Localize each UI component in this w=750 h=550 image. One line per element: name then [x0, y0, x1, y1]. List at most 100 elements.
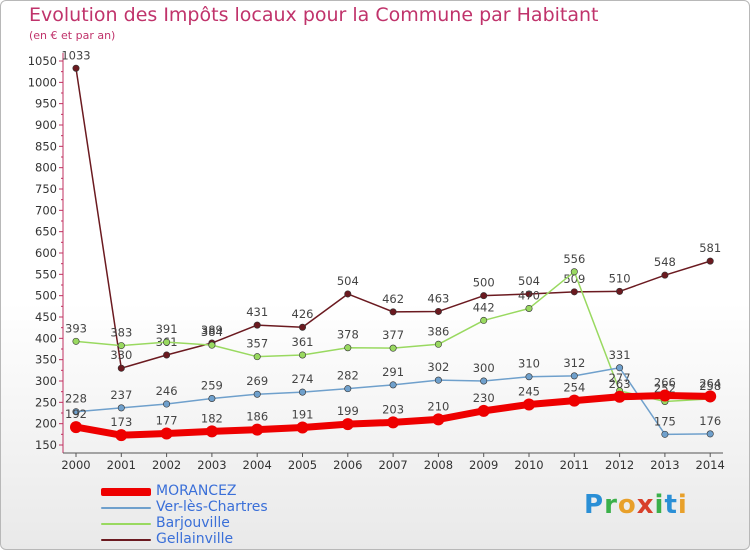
data-label-ver-les-chartres: 246	[156, 384, 178, 398]
y-tick-label: 950	[35, 97, 57, 111]
y-tick-label: 450	[35, 310, 57, 324]
y-tick-label: 400	[35, 331, 57, 345]
x-tick-label: 2004	[243, 458, 272, 472]
data-point-ver-les-chartres	[163, 400, 171, 408]
x-tick-label: 2002	[152, 458, 181, 472]
data-label-barjouville: 391	[156, 322, 178, 336]
data-point-barjouville	[434, 340, 442, 348]
x-tick-label: 2008	[424, 458, 453, 472]
proxiti-logo: Proxiti	[584, 490, 688, 520]
y-tick-label: 650	[35, 225, 57, 239]
legend-label-gellainville: Gellainville	[156, 531, 234, 547]
data-point-gellainville	[72, 64, 80, 72]
x-tick-label: 2001	[107, 458, 136, 472]
data-point-barjouville	[525, 304, 533, 312]
data-label-ver-les-chartres: 331	[609, 348, 631, 362]
data-label-gellainville: 548	[654, 255, 676, 269]
data-label-gellainville: 500	[473, 276, 495, 290]
data-label-barjouville: 377	[382, 328, 404, 342]
data-point-ver-les-chartres	[72, 408, 80, 416]
legend-swatch-morancez	[101, 488, 151, 496]
y-tick-label: 700	[35, 203, 57, 217]
data-label-morancez: 266	[654, 376, 676, 390]
data-label-barjouville: 383	[110, 326, 132, 340]
data-label-ver-les-chartres: 282	[337, 369, 359, 383]
y-tick-label: 850	[35, 139, 57, 153]
data-point-barjouville	[208, 341, 216, 349]
chart-subtitle: (en € et par an)	[29, 29, 116, 42]
data-point-ver-les-chartres	[434, 376, 442, 384]
data-point-ver-les-chartres	[344, 385, 352, 393]
data-label-morancez: 230	[473, 391, 495, 405]
data-point-gellainville	[253, 321, 261, 329]
data-label-barjouville: 393	[65, 321, 87, 335]
data-label-gellainville: 330	[110, 348, 132, 362]
data-label-barjouville: 378	[337, 328, 359, 342]
y-tick-label: 300	[35, 374, 57, 388]
data-point-barjouville	[163, 338, 171, 346]
x-tick-label: 2009	[469, 458, 498, 472]
data-point-ver-les-chartres	[570, 372, 578, 380]
data-point-morancez	[115, 429, 128, 442]
data-point-gellainville	[344, 290, 352, 298]
y-tick-label: 550	[35, 267, 57, 281]
legend-swatch-ver-les-chartres	[101, 507, 151, 509]
data-label-morancez: 191	[292, 408, 314, 422]
legend-item-barjouville: Barjouville	[101, 515, 401, 533]
data-point-ver-les-chartres	[389, 381, 397, 389]
data-point-ver-les-chartres	[616, 364, 624, 372]
data-label-morancez: 182	[201, 411, 223, 425]
y-tick-label: 250	[35, 395, 57, 409]
data-label-barjouville: 384	[201, 325, 223, 339]
y-tick-label: 750	[35, 182, 57, 196]
data-label-gellainville: 463	[427, 291, 449, 305]
data-point-gellainville	[706, 257, 714, 265]
data-point-gellainville	[434, 307, 442, 315]
x-tick-label: 2005	[288, 458, 317, 472]
legend-item-ver-les-chartres: Ver-lès-Chartres	[101, 499, 401, 517]
data-label-barjouville: 277	[609, 371, 631, 385]
data-point-barjouville	[570, 268, 578, 276]
data-label-ver-les-chartres: 300	[473, 361, 495, 375]
data-point-barjouville	[298, 351, 306, 359]
data-label-ver-les-chartres: 312	[563, 356, 585, 370]
data-point-gellainville	[480, 292, 488, 300]
data-label-barjouville: 258	[699, 379, 721, 393]
x-tick-label: 2010	[514, 458, 543, 472]
data-point-morancez	[387, 416, 400, 429]
data-point-morancez	[70, 421, 82, 434]
data-label-barjouville: 357	[246, 337, 268, 351]
data-point-gellainville	[163, 351, 171, 359]
data-label-morancez: 254	[563, 381, 585, 395]
x-tick-label: 2012	[605, 458, 634, 472]
data-point-gellainville	[661, 271, 669, 279]
data-point-morancez	[704, 390, 717, 403]
data-point-morancez	[477, 404, 490, 417]
data-label-barjouville: 386	[427, 324, 449, 338]
data-point-barjouville	[253, 353, 261, 361]
data-label-gellainville: 426	[292, 307, 314, 321]
x-tick-label: 2013	[650, 458, 679, 472]
data-point-gellainville	[117, 364, 125, 372]
y-tick-label: 600	[35, 246, 57, 260]
data-label-morancez: 263	[609, 377, 631, 391]
legend-item-gellainville: Gellainville	[101, 531, 401, 549]
data-point-barjouville	[344, 344, 352, 352]
data-label-gellainville: 431	[246, 305, 268, 319]
data-point-morancez	[205, 425, 218, 438]
data-point-ver-les-chartres	[208, 394, 216, 402]
data-label-barjouville: 556	[563, 252, 585, 266]
data-label-gellainville: 581	[699, 241, 721, 255]
legend-swatch-gellainville	[101, 539, 151, 541]
legend-label-ver-les-chartres: Ver-lès-Chartres	[156, 499, 268, 515]
x-tick-label: 2014	[696, 458, 725, 472]
y-tick-label: 1000	[28, 75, 57, 89]
chart-title: Evolution des Impôts locaux pour la Comm…	[29, 4, 599, 26]
data-label-gellainville: 504	[337, 274, 359, 288]
data-point-barjouville	[480, 316, 488, 324]
data-point-morancez	[523, 398, 535, 411]
data-label-morancez: 264	[699, 376, 721, 390]
data-label-gellainville: 510	[609, 271, 631, 285]
data-label-ver-les-chartres: 302	[427, 360, 449, 374]
